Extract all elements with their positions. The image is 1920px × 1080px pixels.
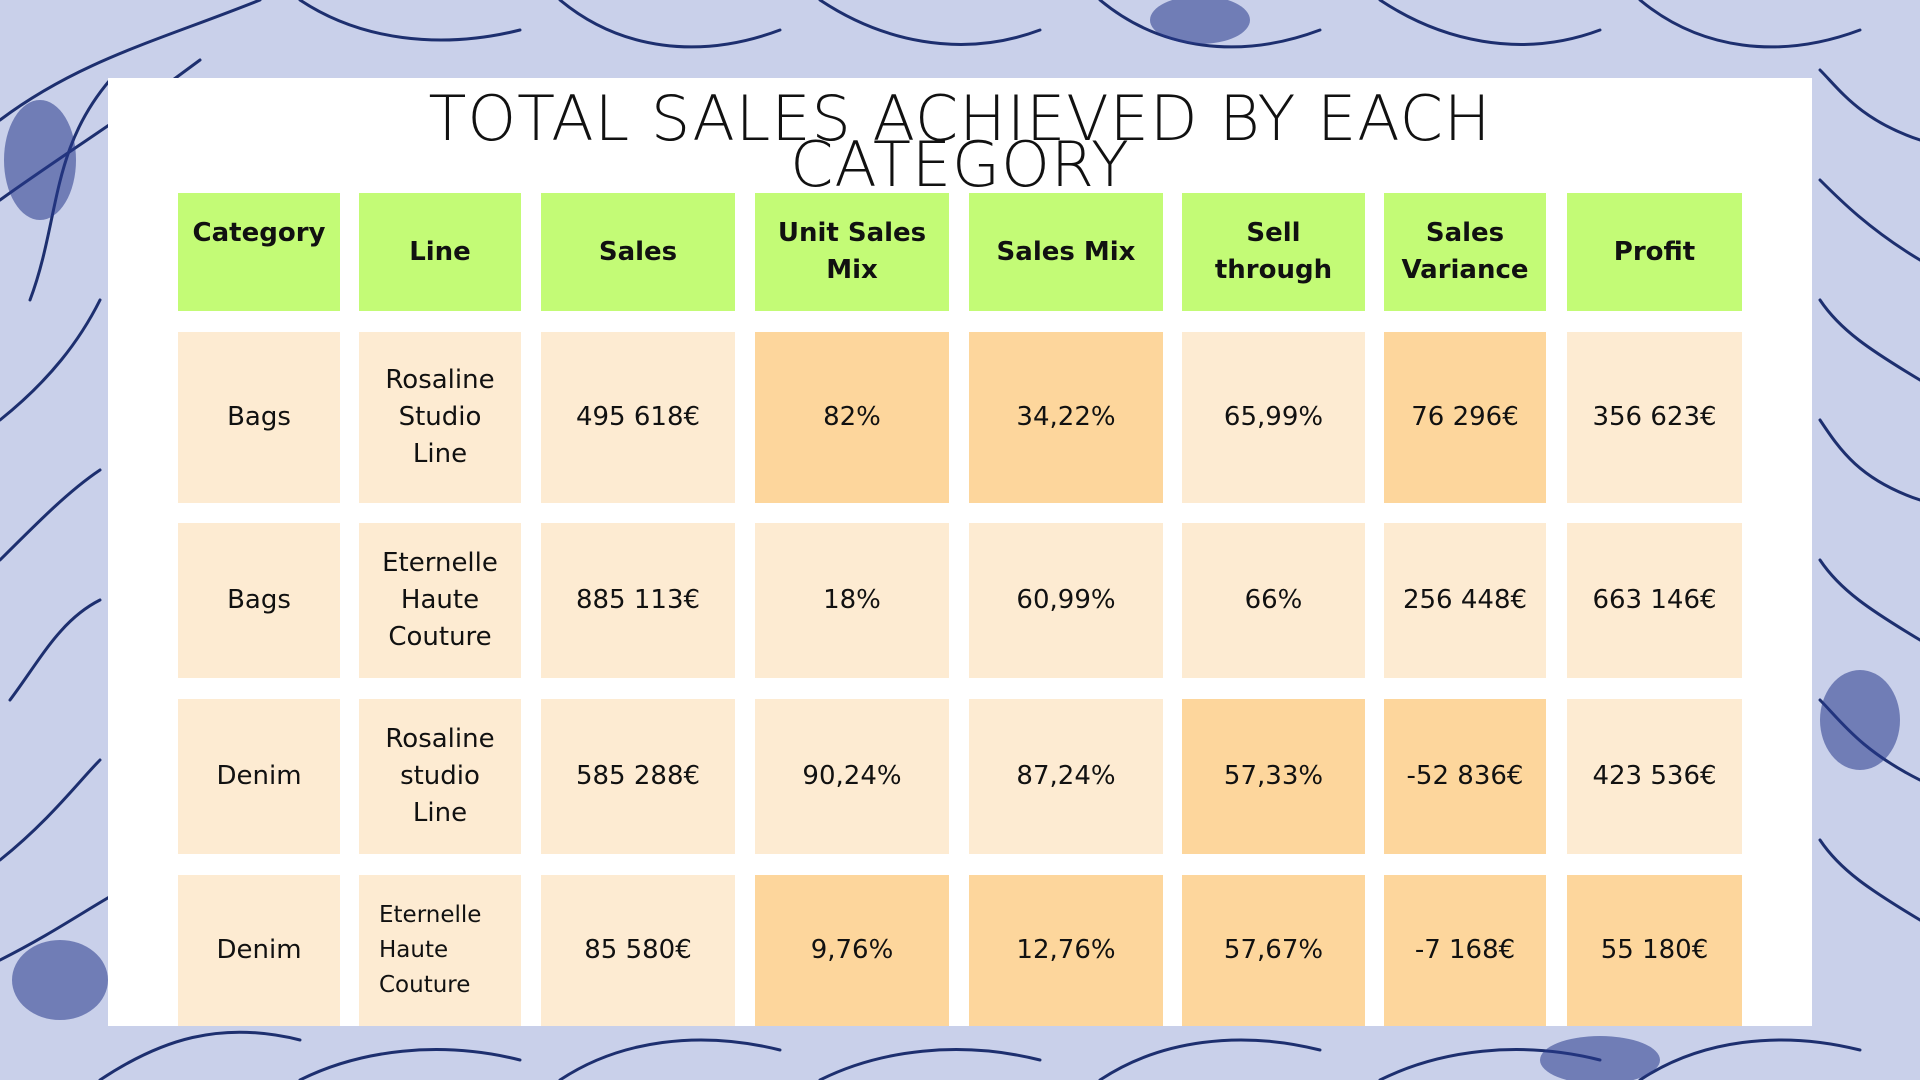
header-label: Sell xyxy=(1246,218,1301,248)
cell-value: Denim xyxy=(216,935,302,965)
cell-value: 34,22% xyxy=(1016,402,1116,432)
header-label: Sales xyxy=(598,236,678,267)
header-label: Variance xyxy=(1401,255,1529,285)
header-label: Category xyxy=(192,218,326,248)
header-profit: Profit xyxy=(1567,193,1742,311)
header-unit-sales-mix: Unit Sales Mix xyxy=(755,193,949,311)
header-label: through xyxy=(1214,255,1333,285)
header-label: Sales xyxy=(1425,218,1505,248)
line-name-part: Rosaline xyxy=(385,365,495,395)
line-cell: Eternelle Haute Couture xyxy=(359,875,521,1026)
line-name-part: Eternelle xyxy=(382,548,498,578)
cell-value: 256 448€ xyxy=(1402,585,1528,615)
cell-value: 585 288€ xyxy=(575,761,701,791)
sell-through-cell: 66% xyxy=(1182,523,1365,678)
sales-variance-cell: -7 168€ xyxy=(1384,875,1546,1026)
unit-sales-mix-cell: 90,24% xyxy=(755,699,949,854)
cell-value: 423 536€ xyxy=(1592,761,1717,791)
sales-variance-cell: -52 836€ xyxy=(1384,699,1546,854)
sales-mix-cell: 87,24% xyxy=(969,699,1163,854)
header-category: Category xyxy=(178,193,340,311)
cell-value: 57,33% xyxy=(1223,761,1324,791)
title-line: TOTAL SALES ACHIEVED BY EACH xyxy=(428,82,1492,155)
sales-mix-cell: 34,22% xyxy=(969,332,1163,503)
cell-value: 87,24% xyxy=(1016,761,1116,791)
cell-value: 66% xyxy=(1244,585,1303,615)
line-cell: Eternelle Haute Couture xyxy=(359,523,521,678)
sell-through-cell: 57,67% xyxy=(1182,875,1365,1026)
cell-value: Denim xyxy=(216,761,302,791)
line-name-part: Couture xyxy=(379,972,471,998)
line-name-part: Line xyxy=(412,798,468,828)
header-label: Profit xyxy=(1613,236,1696,267)
category-cell: Bags xyxy=(178,332,340,503)
sales-mix-cell: 60,99% xyxy=(969,523,1163,678)
cell-value: 495 618€ xyxy=(575,402,701,432)
cell-value: 9,76% xyxy=(810,935,894,965)
cell-value: -7 168€ xyxy=(1414,935,1516,965)
unit-sales-mix-cell: 18% xyxy=(755,523,949,678)
line-name-part: Haute xyxy=(379,937,449,963)
cell-value: Bags xyxy=(227,402,291,432)
cell-value: 60,99% xyxy=(1016,585,1116,615)
cell-value: 18% xyxy=(823,585,881,615)
line-name-part: Eternelle xyxy=(379,902,482,928)
cell-value: 663 146€ xyxy=(1592,585,1717,615)
slide-card: TOTAL SALES ACHIEVED BY EACH CATEGORY Ca… xyxy=(108,78,1812,1026)
cell-value: -52 836€ xyxy=(1406,761,1524,791)
line-cell: Rosaline studio Line xyxy=(359,699,521,854)
cell-value: 57,67% xyxy=(1223,935,1324,965)
header-sell-through: Sell through xyxy=(1182,193,1365,311)
cell-value: 885 113€ xyxy=(575,585,701,615)
line-name-part: Rosaline xyxy=(385,724,495,754)
sales-mix-cell: 12,76% xyxy=(969,875,1163,1026)
sales-cell: 885 113€ xyxy=(541,523,735,678)
header-label: Unit Sales xyxy=(777,218,927,248)
cell-value: 76 296€ xyxy=(1411,402,1519,432)
cell-value: 55 180€ xyxy=(1600,935,1709,965)
cell-value: 85 580€ xyxy=(584,935,692,965)
cell-value: 65,99% xyxy=(1223,402,1324,432)
profit-cell: 423 536€ xyxy=(1567,699,1742,854)
header-sales-mix: Sales Mix xyxy=(969,193,1163,311)
header-label: Sales Mix xyxy=(996,236,1136,267)
header-sales-variance: Sales Variance xyxy=(1384,193,1546,311)
unit-sales-mix-cell: 9,76% xyxy=(755,875,949,1026)
line-name-part: studio xyxy=(400,761,480,791)
header-label: Mix xyxy=(826,255,878,285)
line-name-part: Haute xyxy=(400,585,480,615)
profit-cell: 55 180€ xyxy=(1567,875,1742,1026)
line-name-part: Line xyxy=(412,439,468,469)
title-line: CATEGORY xyxy=(790,128,1130,201)
cell-value: 90,24% xyxy=(802,761,902,791)
profit-cell: 356 623€ xyxy=(1567,332,1742,503)
cell-value: Bags xyxy=(227,585,291,615)
sales-cell: 495 618€ xyxy=(541,332,735,503)
cell-value: 82% xyxy=(823,402,881,432)
category-cell: Denim xyxy=(178,699,340,854)
header-line: Line xyxy=(359,193,521,311)
sales-variance-cell: 256 448€ xyxy=(1384,523,1546,678)
line-name-part: Couture xyxy=(388,622,492,652)
sales-variance-cell: 76 296€ xyxy=(1384,332,1546,503)
header-label: Line xyxy=(409,236,471,267)
category-cell: Bags xyxy=(178,523,340,678)
sales-cell: 85 580€ xyxy=(541,875,735,1026)
sell-through-cell: 57,33% xyxy=(1182,699,1365,854)
line-cell: Rosaline Studio Line xyxy=(359,332,521,503)
line-name-part: Studio xyxy=(398,402,482,432)
profit-cell: 663 146€ xyxy=(1567,523,1742,678)
sell-through-cell: 65,99% xyxy=(1182,332,1365,503)
unit-sales-mix-cell: 82% xyxy=(755,332,949,503)
cell-value: 12,76% xyxy=(1016,935,1116,965)
cell-value: 356 623€ xyxy=(1592,402,1717,432)
slide-title: TOTAL SALES ACHIEVED BY EACH CATEGORY xyxy=(108,82,1812,201)
sales-cell: 585 288€ xyxy=(541,699,735,854)
header-sales: Sales xyxy=(541,193,735,311)
category-cell: Denim xyxy=(178,875,340,1026)
